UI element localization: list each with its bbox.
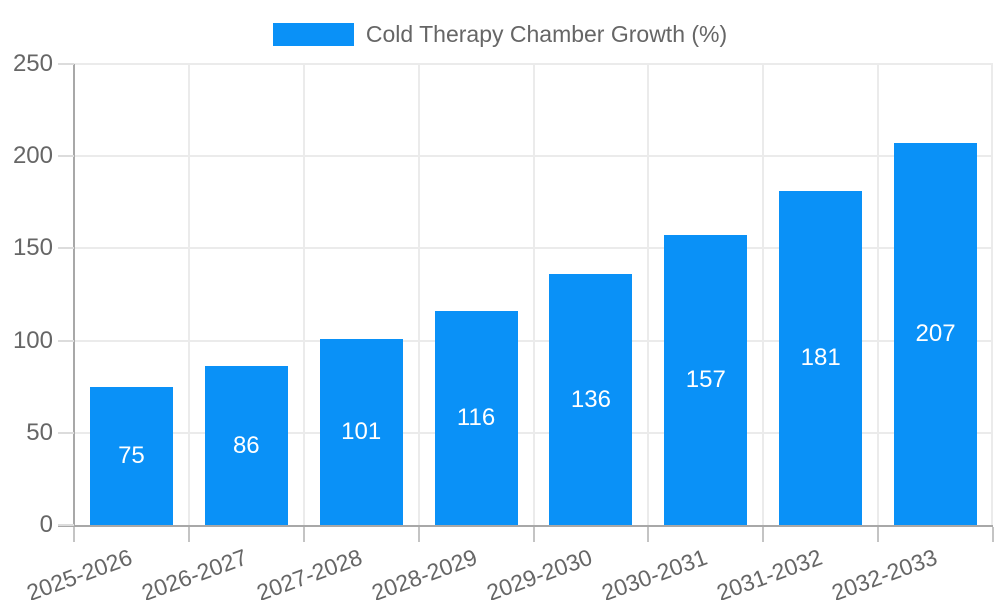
y-axis-line: [73, 64, 75, 542]
x-tick-mark: [73, 527, 75, 542]
bar-value-label: 136: [570, 385, 611, 413]
x-axis-category-label: 2027-2028: [253, 543, 366, 600]
y-axis-tick-label: 250: [12, 50, 53, 77]
y-axis-tick-label: 0: [39, 511, 53, 538]
x-tick-mark: [762, 527, 765, 542]
bar: 136: [549, 274, 633, 525]
plot-right-border: [991, 64, 993, 525]
y-tick-mark: [58, 247, 74, 250]
y-tick-mark: [58, 339, 74, 342]
bar: 75: [89, 386, 173, 525]
v-gridline: [762, 64, 765, 525]
x-axis-category-label: 2026-2027: [138, 543, 251, 600]
legend-swatch: [272, 23, 354, 46]
y-axis-tick-label: 200: [12, 142, 53, 170]
x-tick-mark: [532, 527, 535, 542]
bar: 86: [204, 366, 288, 525]
v-gridline: [187, 64, 190, 525]
v-gridline: [647, 64, 650, 525]
y-tick-mark: [58, 63, 74, 65]
bar: 116: [434, 311, 518, 525]
x-axis-category-label: 2028-2029: [368, 543, 481, 600]
x-axis-category-label: 2025-2026: [23, 543, 136, 600]
x-axis-category-label: 2029-2030: [483, 543, 596, 600]
x-axis-category-label: 2031-2032: [712, 543, 826, 600]
bar: 157: [664, 235, 748, 525]
x-tick-mark: [992, 527, 994, 542]
y-axis-tick-label: 150: [12, 234, 53, 262]
y-tick-mark: [58, 524, 74, 526]
plot-area: 75 86 101 116 136 157 181 207: [74, 63, 993, 525]
v-gridline: [417, 64, 420, 525]
x-axis-line: [58, 525, 993, 527]
v-gridline: [877, 64, 880, 525]
y-tick-mark: [58, 155, 74, 158]
x-tick-mark: [877, 527, 880, 542]
bar-value-label: 207: [915, 320, 956, 348]
bar-value-label: 181: [800, 344, 841, 372]
x-tick-mark: [302, 527, 305, 542]
bar: 207: [894, 143, 978, 525]
x-tick-mark: [187, 527, 190, 542]
x-tick-mark: [647, 527, 650, 542]
x-axis-category-label: 2030-2031: [598, 543, 711, 600]
y-tick-mark: [58, 431, 74, 434]
bar: 101: [319, 338, 403, 525]
v-gridline: [302, 64, 305, 525]
bar-value-label: 101: [341, 417, 382, 445]
y-axis-tick-label: 100: [12, 326, 53, 354]
bar-value-label: 75: [118, 441, 145, 469]
x-tick-mark: [417, 527, 420, 542]
v-gridline: [532, 64, 535, 525]
bar-value-label: 86: [232, 431, 260, 459]
bar-value-label: 157: [685, 366, 726, 394]
bar: 181: [779, 191, 863, 525]
x-axis-category-label: 2032-2033: [827, 543, 941, 600]
legend-label: Cold Therapy Chamber Growth (%): [365, 21, 728, 47]
y-axis-tick-label: 50: [26, 418, 53, 446]
bar-value-label: 116: [456, 404, 496, 432]
legend: Cold Therapy Chamber Growth (%): [0, 21, 1000, 48]
